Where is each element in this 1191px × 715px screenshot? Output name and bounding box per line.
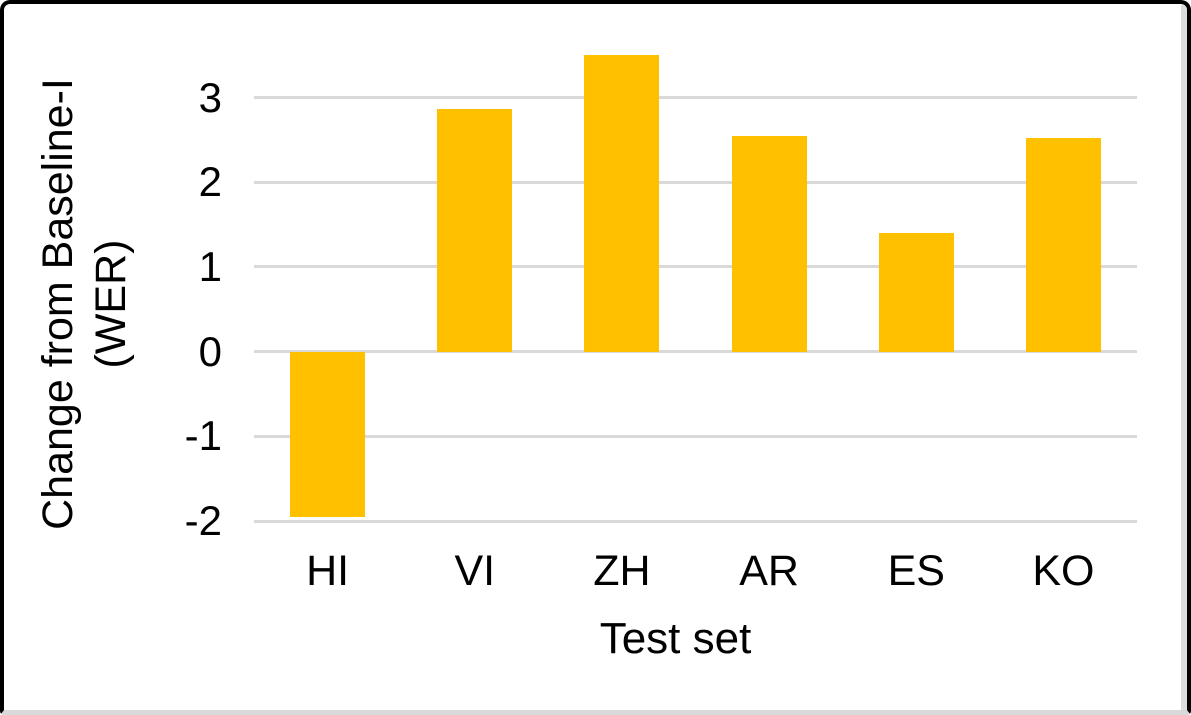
y-axis-title-line2: (WER) — [87, 239, 135, 369]
x-category-label: AR — [739, 547, 799, 595]
y-tick-label: -2 — [184, 497, 222, 544]
y-tick-label: 3 — [198, 73, 222, 121]
y-tick-label: 0 — [198, 327, 222, 375]
x-category-label: KO — [1032, 547, 1095, 595]
y-axis-title-line1: Change from Baseline-I — [34, 78, 82, 530]
gridline — [254, 180, 1137, 184]
gridline — [254, 265, 1137, 269]
plot-area: 3 2 1 0 -1 -2 HI VI ZH AR ES KO — [4, 4, 1187, 710]
x-category-label: ES — [887, 547, 945, 595]
bar-vi — [437, 108, 513, 352]
x-category-label: VI — [454, 547, 496, 595]
bar-es — [878, 233, 954, 352]
bar-zh — [584, 55, 660, 352]
y-tick-label: -1 — [184, 412, 222, 460]
x-axis-title: Test set — [599, 614, 752, 663]
bar-ko — [1025, 138, 1101, 352]
y-tick-label: 2 — [198, 158, 222, 206]
gridline — [254, 519, 1137, 523]
bar-ar — [731, 135, 807, 352]
x-category-label: HI — [306, 547, 350, 595]
y-tick-label: 1 — [198, 242, 222, 290]
gridline — [254, 96, 1137, 99]
gridline — [254, 350, 1137, 354]
canvas-edge-right — [1181, 4, 1187, 710]
bar-hi — [290, 351, 366, 517]
gridline — [254, 434, 1137, 438]
x-category-label: ZH — [593, 547, 651, 595]
y-axis-title: Change from Baseline-I (WER) — [32, 4, 142, 604]
